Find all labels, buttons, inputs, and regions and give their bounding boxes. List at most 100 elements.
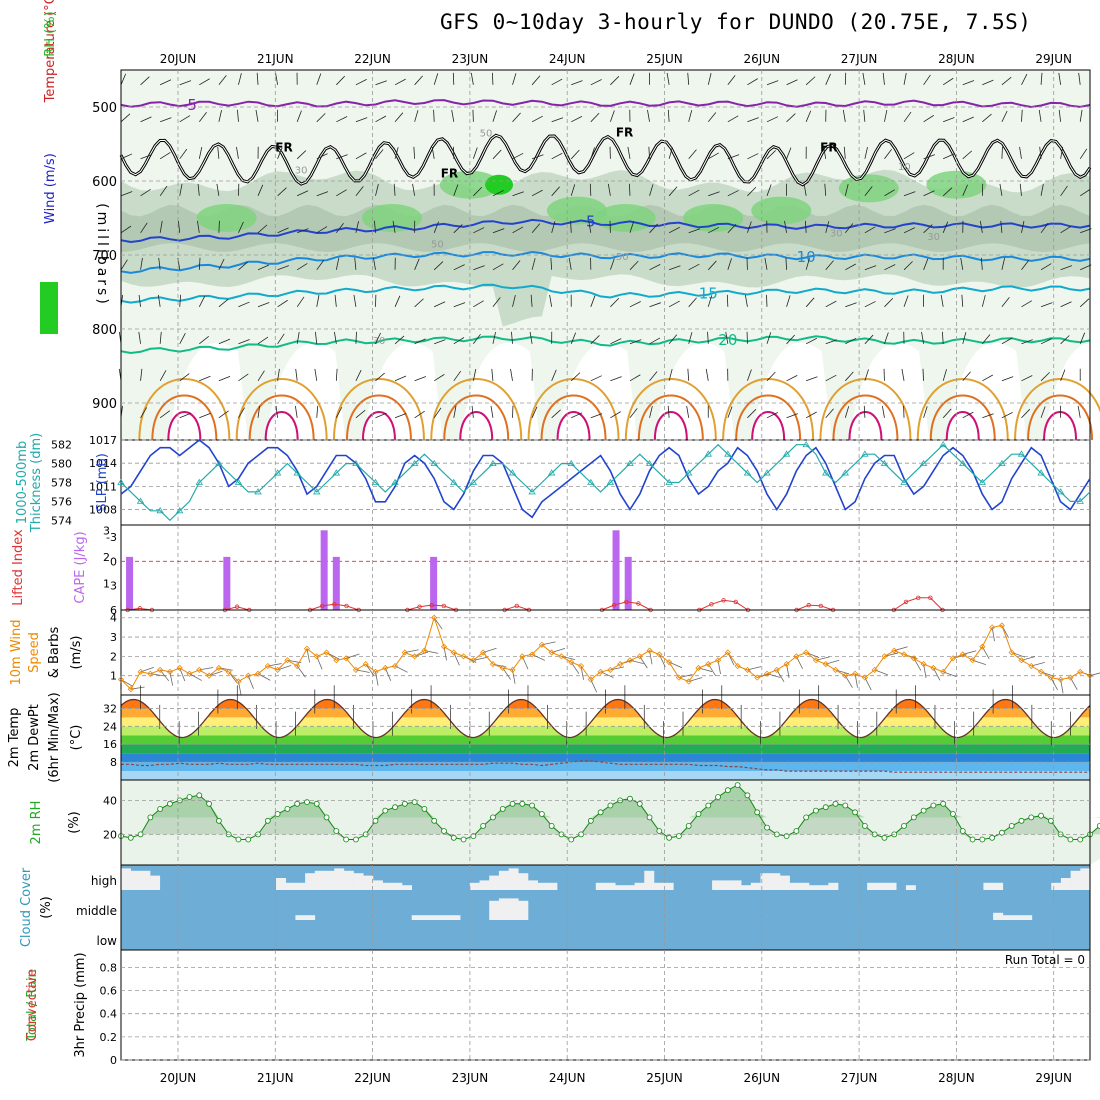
thickness-marker	[861, 450, 869, 457]
wind-barb	[610, 258, 615, 270]
wind-barb	[218, 258, 225, 270]
wind-barb	[238, 73, 242, 85]
wind-barb	[238, 221, 244, 233]
surface-wind-barb	[844, 675, 853, 688]
wind-barb	[434, 301, 446, 308]
thickness-tick-label: 582	[51, 439, 72, 452]
cloud-cover-cell	[624, 885, 635, 890]
wind-speed-marker	[587, 676, 594, 683]
surface-wind-barb	[257, 673, 271, 681]
wind-barb	[492, 228, 505, 234]
wind-barb	[1040, 406, 1046, 418]
rh-moist-blob	[751, 196, 812, 225]
rh-marker	[264, 817, 271, 824]
wind-barb	[921, 331, 925, 344]
bl-temperature-contour	[345, 394, 412, 441]
thickness-marker	[782, 450, 791, 457]
rh-marker	[382, 807, 389, 814]
wind-barb	[570, 332, 577, 344]
cloud-cover-cell	[498, 898, 509, 920]
cloud-cover-cell	[498, 870, 509, 890]
cloud-cover-cell	[479, 880, 490, 890]
thickness-tick-label: 578	[51, 477, 72, 490]
wind-barb	[727, 223, 737, 234]
wind-barb	[531, 115, 543, 123]
wind-barb	[433, 407, 442, 419]
cloud-cover-cell	[518, 900, 529, 920]
wind-barb	[296, 263, 308, 271]
upper-panel: -5 5 10 15 20 FR FR FR FR 30 50 50 50 30 30 10 30	[118, 70, 1100, 441]
wind-tick-label: 1	[110, 670, 117, 683]
wind-barb	[140, 368, 143, 381]
wind-barb	[766, 412, 778, 419]
wind-barb	[218, 220, 220, 233]
isotherm-label: 10	[797, 248, 816, 266]
ylabel-wind-0: 10m Wind	[9, 619, 24, 685]
rh-marker	[587, 817, 594, 824]
temperature-band	[121, 735, 1090, 745]
cloud-cover-cell	[644, 870, 655, 890]
rh-marker	[744, 792, 751, 799]
wind-barb	[491, 368, 494, 381]
ylabel-wind-3: (m/s)	[69, 636, 84, 670]
rh-moist-blob	[683, 204, 744, 232]
wind-barb	[610, 76, 620, 86]
wind-barb	[138, 331, 141, 344]
wind-barb	[159, 185, 168, 197]
wind-tick-label: 3	[110, 631, 117, 644]
rh-marker	[411, 799, 418, 805]
wind-barb	[1077, 405, 1081, 418]
rh-marker	[724, 787, 731, 794]
thickness-marker	[626, 459, 634, 467]
wind-barb	[198, 295, 206, 307]
wind-barb	[844, 223, 854, 234]
wind-barb	[1021, 408, 1031, 419]
lifted-index-marker	[234, 604, 240, 609]
wind-barb	[648, 146, 650, 159]
wind-barb	[179, 294, 182, 307]
thickness-marker	[136, 497, 145, 504]
panel-frame-wind	[120, 609, 1091, 696]
bl-temperature-contour	[235, 377, 328, 441]
wind-barb	[314, 331, 318, 344]
wind-barb	[1039, 146, 1042, 159]
cloud-cover-cell	[295, 915, 306, 920]
wind-barb	[277, 368, 280, 381]
thickness-marker	[1056, 488, 1065, 495]
wind-barb	[725, 331, 729, 344]
wind-barb	[825, 260, 834, 271]
wind-barb	[825, 73, 831, 85]
rh-marker	[470, 833, 477, 839]
rh-contour-label: 50	[480, 129, 493, 140]
wind-barb	[629, 408, 638, 419]
rh-contour-label: 30	[927, 232, 940, 243]
wind-barb	[610, 297, 620, 308]
upper-ytick-label: 500	[92, 101, 117, 116]
wind-barb	[433, 73, 439, 85]
wind-barb	[962, 80, 975, 86]
wind-barb	[668, 369, 673, 381]
wind-barb	[238, 301, 250, 308]
wind-barb	[316, 73, 322, 85]
isotherm-label: -5	[182, 96, 197, 114]
wind-barb	[610, 110, 615, 122]
wind-barb	[668, 226, 680, 234]
wind-speed-marker	[577, 662, 585, 670]
ylabel-pressure-2: SLP (mb)	[95, 453, 110, 512]
temperature-band	[121, 753, 1090, 763]
bl-temperature-contour	[443, 394, 510, 441]
wind-barb	[629, 339, 642, 345]
xtick-bottom-label: 28JUN	[938, 1071, 975, 1085]
rh-marker	[490, 814, 496, 821]
lifted-index-marker	[818, 603, 824, 609]
wind-barb	[571, 80, 583, 86]
wind-barb	[884, 264, 896, 271]
rh-marker	[705, 802, 712, 809]
thickness-marker	[332, 469, 341, 476]
wind-barb	[823, 146, 827, 159]
wind-barb	[923, 190, 935, 197]
cape-tick-label: 3	[103, 524, 110, 537]
wind-barb	[297, 228, 309, 234]
wind-barb	[962, 150, 973, 160]
wind-speed-marker	[763, 670, 771, 677]
